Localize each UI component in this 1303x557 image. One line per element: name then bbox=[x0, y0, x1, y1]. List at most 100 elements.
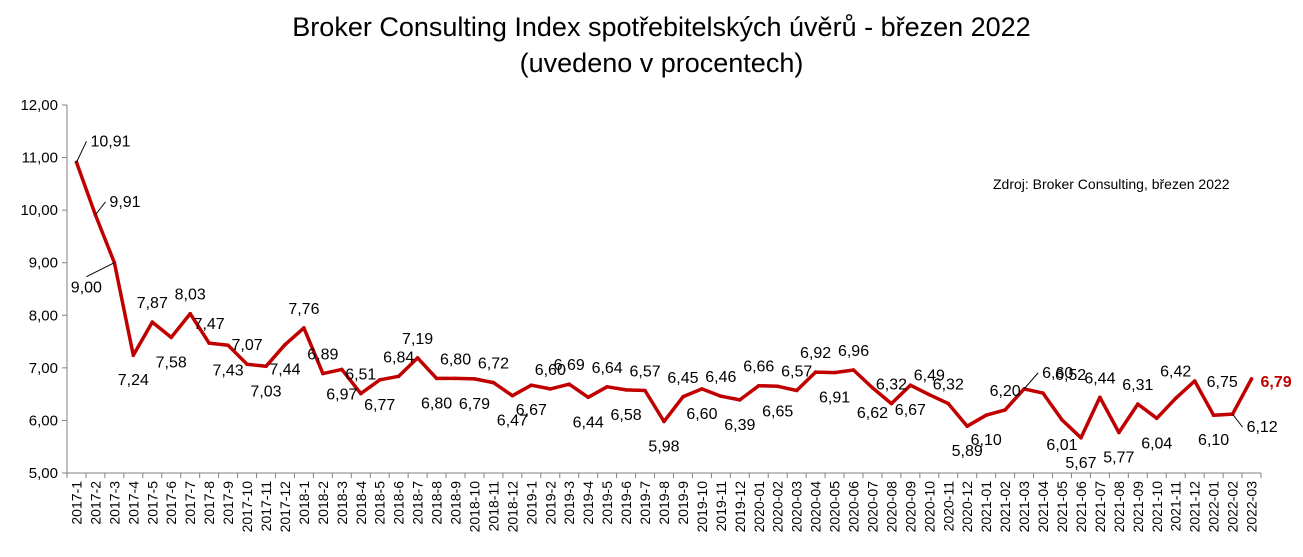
data-label: 7,58 bbox=[156, 354, 187, 371]
x-tick-label: 2022-01 bbox=[1206, 481, 1222, 533]
data-point bbox=[472, 377, 477, 381]
data-point bbox=[207, 341, 211, 345]
data-label: 6,44 bbox=[573, 414, 604, 431]
data-point bbox=[1079, 436, 1083, 440]
data-label: 6,44 bbox=[1084, 370, 1115, 387]
data-label: 6,79 bbox=[1261, 374, 1292, 391]
data-point bbox=[794, 388, 799, 393]
data-label: 6,10 bbox=[1198, 432, 1229, 449]
data-label: 6,42 bbox=[1160, 363, 1191, 380]
y-tick-label: 11,00 bbox=[22, 150, 58, 167]
data-point bbox=[567, 382, 571, 387]
data-point bbox=[150, 320, 155, 324]
data-point bbox=[738, 398, 742, 402]
x-tick-label: 2021-08 bbox=[1111, 481, 1127, 533]
x-tick-label: 2021-02 bbox=[997, 481, 1013, 533]
data-point bbox=[908, 383, 913, 388]
data-point bbox=[813, 370, 818, 374]
x-tick-label: 2019-6 bbox=[618, 481, 634, 525]
data-point bbox=[851, 368, 856, 372]
data-point bbox=[832, 370, 837, 375]
data-label: 6,65 bbox=[762, 403, 793, 420]
data-label: 7,19 bbox=[402, 331, 433, 348]
x-tick-label: 2018-5 bbox=[372, 481, 388, 525]
chart-title: Broker Consulting Index spotřebitelských… bbox=[292, 12, 1031, 42]
x-tick-label: 2021-06 bbox=[1073, 481, 1089, 533]
x-tick-label: 2020-02 bbox=[770, 481, 786, 533]
x-tick-label: 2019-7 bbox=[637, 481, 653, 525]
data-point bbox=[662, 419, 666, 424]
data-point bbox=[548, 387, 553, 391]
x-tick-label: 2018-4 bbox=[353, 481, 369, 525]
data-label: 5,89 bbox=[952, 443, 983, 460]
data-point bbox=[283, 342, 287, 347]
label-leader bbox=[1023, 372, 1039, 390]
data-point bbox=[889, 401, 894, 406]
data-point bbox=[491, 380, 496, 385]
data-label: 6,80 bbox=[440, 351, 471, 368]
data-label: 6,92 bbox=[800, 345, 831, 362]
data-point bbox=[188, 311, 192, 316]
x-tick-label: 2021-05 bbox=[1054, 481, 1070, 533]
data-label: 6,80 bbox=[421, 395, 452, 412]
y-tick-label: 10,00 bbox=[20, 202, 58, 219]
data-point bbox=[719, 394, 723, 399]
data-label: 6,77 bbox=[364, 397, 395, 414]
data-point bbox=[1003, 408, 1007, 412]
data-point bbox=[605, 385, 609, 389]
data-label: 6,58 bbox=[611, 407, 642, 424]
data-label: 9,91 bbox=[109, 194, 140, 211]
x-tick-label: 2022-02 bbox=[1225, 481, 1241, 533]
x-tick-label: 2019-5 bbox=[599, 481, 615, 525]
data-label: 6,57 bbox=[629, 363, 660, 380]
data-label: 5,98 bbox=[648, 438, 679, 455]
data-label: 6,60 bbox=[1042, 365, 1073, 382]
x-tick-label: 2017-9 bbox=[220, 481, 236, 525]
data-label: 6,60 bbox=[686, 406, 717, 423]
x-tick-label: 2017-3 bbox=[106, 481, 122, 525]
x-tick-label: 2018-3 bbox=[334, 481, 350, 525]
data-label: 6,49 bbox=[914, 368, 945, 385]
data-label: 6,47 bbox=[497, 413, 528, 430]
x-tick-label: 2019-4 bbox=[580, 481, 596, 525]
data-point bbox=[226, 343, 230, 348]
x-tick-label: 2021-11 bbox=[1168, 481, 1184, 532]
x-tick-label: 2018-6 bbox=[391, 481, 407, 525]
data-point bbox=[624, 388, 628, 392]
x-tick-label: 2021-07 bbox=[1092, 481, 1108, 533]
data-label: 6,39 bbox=[724, 417, 755, 434]
data-point bbox=[946, 401, 951, 406]
data-point bbox=[1249, 377, 1254, 381]
y-tick-label: 6,00 bbox=[29, 412, 58, 429]
x-tick-label: 2018-8 bbox=[429, 481, 445, 525]
data-label: 7,44 bbox=[269, 362, 300, 379]
x-tick-label: 2020-08 bbox=[883, 481, 899, 533]
data-label: 6,72 bbox=[478, 356, 509, 373]
data-point bbox=[434, 376, 439, 381]
data-label: 6,31 bbox=[1122, 377, 1153, 394]
data-label: 6,04 bbox=[1141, 435, 1172, 452]
data-label: 6,69 bbox=[554, 357, 585, 374]
data-label: 6,20 bbox=[990, 383, 1021, 400]
data-label: 6,45 bbox=[667, 370, 698, 387]
data-label: 6,32 bbox=[933, 377, 964, 394]
x-tick-label: 2017-2 bbox=[87, 481, 103, 525]
data-point bbox=[700, 387, 704, 391]
x-tick-label: 2019-2 bbox=[542, 481, 558, 525]
data-label: 6,57 bbox=[781, 363, 812, 380]
data-point bbox=[965, 424, 969, 429]
data-label: 6,62 bbox=[857, 405, 888, 422]
y-tick-label: 12,00 bbox=[20, 97, 58, 114]
x-tick-label: 2020-12 bbox=[959, 481, 975, 533]
x-tick-label: 2019-3 bbox=[561, 481, 577, 525]
data-point bbox=[681, 395, 685, 399]
data-point bbox=[1060, 418, 1064, 422]
data-point bbox=[757, 383, 761, 388]
data-point bbox=[359, 391, 363, 396]
data-point bbox=[131, 353, 136, 358]
data-label: 6,97 bbox=[326, 386, 357, 403]
data-point bbox=[1041, 391, 1045, 395]
x-tick-label: 2021-12 bbox=[1187, 481, 1203, 533]
x-tick-label: 2020-03 bbox=[789, 481, 805, 533]
data-point bbox=[377, 378, 382, 382]
